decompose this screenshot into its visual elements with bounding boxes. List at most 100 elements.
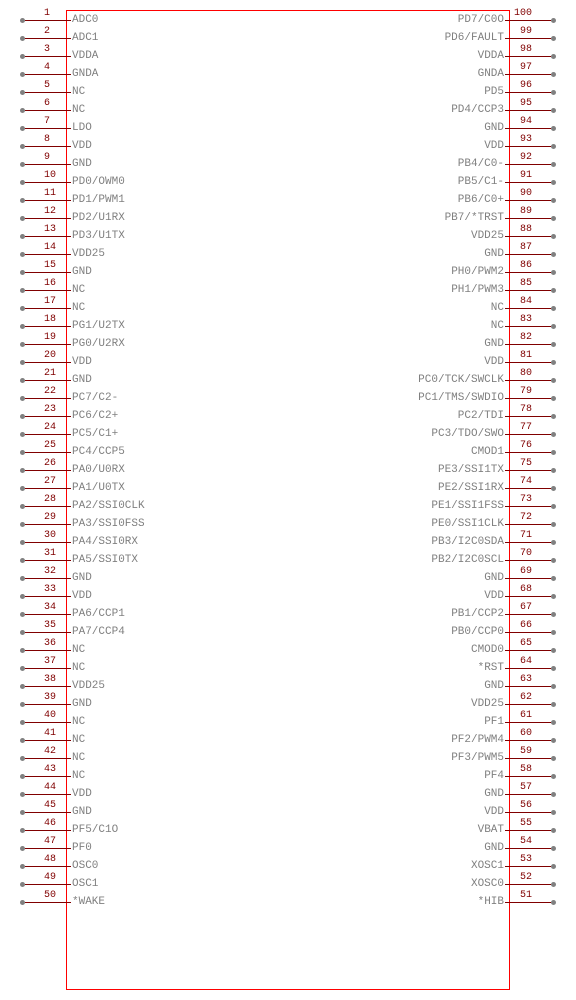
- pin-row: [510, 371, 556, 389]
- pin-lead: [25, 830, 71, 831]
- pin-dot: [551, 666, 556, 671]
- pin-number: 60: [520, 729, 532, 739]
- pin-lead: [505, 686, 551, 687]
- pin-row: [20, 839, 66, 857]
- pin-label: GND: [72, 807, 92, 818]
- pin-row: [20, 11, 66, 29]
- pin-dot: [551, 612, 556, 617]
- pin-label: PC5/C1+: [72, 429, 118, 440]
- pin-number: 19: [44, 333, 56, 343]
- pin-lead: [25, 506, 71, 507]
- pin-row: [510, 461, 556, 479]
- pin-number: 47: [44, 837, 56, 847]
- pin-label: *RST: [478, 663, 504, 674]
- pin-lead: [25, 290, 71, 291]
- pin-number: 24: [44, 423, 56, 433]
- pin-lead: [25, 632, 71, 633]
- pin-number: 52: [520, 873, 532, 883]
- pin-label: PB6/C0+: [458, 195, 504, 206]
- pin-number: 77: [520, 423, 532, 433]
- pin-lead: [505, 182, 551, 183]
- pin-label: *WAKE: [72, 897, 105, 908]
- pin-lead: [25, 452, 71, 453]
- pin-label: PH0/PWM2: [451, 267, 504, 278]
- pin-lead: [505, 236, 551, 237]
- pin-row: [510, 173, 556, 191]
- pin-row: [510, 893, 556, 911]
- pin-dot: [551, 396, 556, 401]
- pin-row: [510, 137, 556, 155]
- pin-number: 9: [44, 153, 50, 163]
- pin-number: 40: [44, 711, 56, 721]
- pin-lead: [25, 326, 71, 327]
- pin-label: VDD25: [72, 681, 105, 692]
- pin-dot: [551, 810, 556, 815]
- pin-row: [20, 605, 66, 623]
- pin-row: [510, 713, 556, 731]
- pin-dot: [551, 594, 556, 599]
- pin-number: 42: [44, 747, 56, 757]
- pin-label: NC: [491, 303, 504, 314]
- pin-row: [20, 893, 66, 911]
- pin-number: 93: [520, 135, 532, 145]
- pin-number: 5: [44, 81, 50, 91]
- pin-label: PD4/CCP3: [451, 105, 504, 116]
- pin-row: [510, 785, 556, 803]
- pin-lead: [505, 542, 551, 543]
- pin-number: 59: [520, 747, 532, 757]
- pin-row: [20, 515, 66, 533]
- pin-label: GND: [484, 789, 504, 800]
- pin-label: ADC1: [72, 33, 98, 44]
- pin-row: [20, 713, 66, 731]
- pin-row: [510, 353, 556, 371]
- pin-row: [510, 407, 556, 425]
- pin-number: 15: [44, 261, 56, 271]
- pin-dot: [551, 792, 556, 797]
- pin-lead: [25, 74, 71, 75]
- pin-dot: [551, 36, 556, 41]
- pin-label: PG0/U2RX: [72, 339, 125, 350]
- pin-number: 26: [44, 459, 56, 469]
- pin-lead: [505, 272, 551, 273]
- pin-row: [20, 65, 66, 83]
- pin-row: [20, 821, 66, 839]
- pin-row: [510, 191, 556, 209]
- pin-number: 39: [44, 693, 56, 703]
- pin-lead: [505, 758, 551, 759]
- pin-row: [20, 155, 66, 173]
- pin-row: [20, 29, 66, 47]
- pin-label: OSC1: [72, 879, 98, 890]
- pin-label: GND: [72, 573, 92, 584]
- pin-label: GNDA: [478, 69, 504, 80]
- pin-dot: [551, 558, 556, 563]
- pin-label: PF4: [484, 771, 504, 782]
- pin-number: 83: [520, 315, 532, 325]
- pin-label: PA5/SSI0TX: [72, 555, 138, 566]
- pin-row: [20, 335, 66, 353]
- pin-label: GNDA: [72, 69, 98, 80]
- pin-label: VDD25: [471, 699, 504, 710]
- pin-row: [20, 191, 66, 209]
- pin-row: [510, 569, 556, 587]
- pin-lead: [25, 488, 71, 489]
- pin-label: PB0/CCP0: [451, 627, 504, 638]
- pin-number: 21: [44, 369, 56, 379]
- pin-lead: [505, 362, 551, 363]
- pin-lead: [25, 146, 71, 147]
- pin-label: NC: [72, 105, 85, 116]
- pin-dot: [551, 630, 556, 635]
- pin-row: [510, 227, 556, 245]
- pin-number: 51: [520, 891, 532, 901]
- pin-row: [510, 875, 556, 893]
- pin-lead: [505, 128, 551, 129]
- pin-number: 84: [520, 297, 532, 307]
- pin-dot: [551, 270, 556, 275]
- pin-lead: [25, 182, 71, 183]
- pin-dot: [551, 378, 556, 383]
- pin-number: 57: [520, 783, 532, 793]
- pin-row: [20, 461, 66, 479]
- pin-number: 50: [44, 891, 56, 901]
- pin-label: PE0/SSI1CLK: [431, 519, 504, 530]
- pin-row: [510, 767, 556, 785]
- pin-label: XOSC1: [471, 861, 504, 872]
